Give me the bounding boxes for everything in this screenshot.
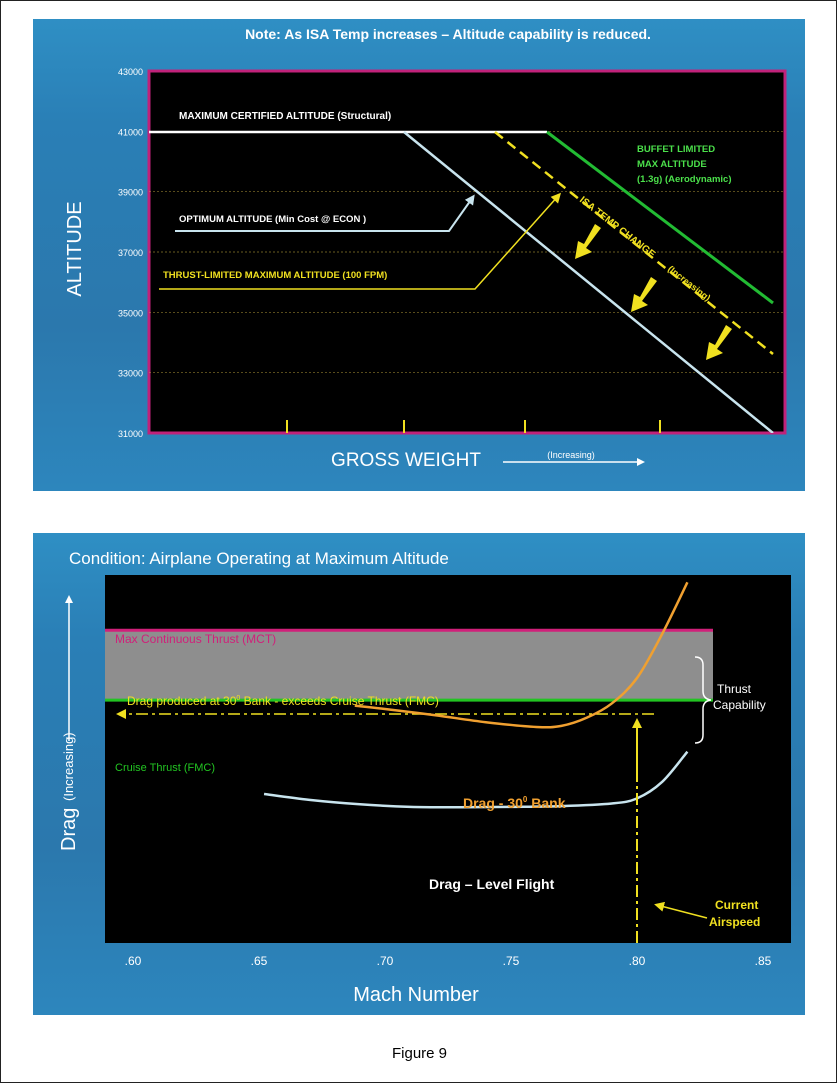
thrust-limited-pointer-arrow: [159, 192, 561, 290]
thrust-capability-label-2: Capability: [713, 698, 766, 712]
y-tick-label: 35000: [118, 308, 143, 318]
current-airspeed-label-1: Current: [715, 898, 758, 912]
cruise-thrust-label: Cruise Thrust (FMC): [115, 762, 215, 774]
yellow-arrow-icon: [631, 277, 657, 312]
x-tick-label: .85: [755, 954, 772, 968]
optimum-pointer-arrow: [175, 194, 475, 232]
optimum-label: OPTIMUM ALTITUDE (Min Cost @ ECON ): [179, 214, 366, 225]
bottom-x-ticks: .60 .65 .70 .75 .80 .85: [125, 954, 772, 968]
drag-bank-note: Drag produced at 300 Bank - exceeds Crui…: [127, 694, 439, 708]
yellow-arrow-icon: [706, 325, 732, 360]
top-chart-title: Note: As ISA Temp increases – Altitude c…: [245, 26, 651, 42]
current-airspeed-label-2: Airspeed: [709, 915, 760, 929]
gross-weight-increasing-label: (Increasing): [547, 450, 595, 460]
bottom-chart-title: Condition: Airplane Operating at Maximum…: [69, 549, 449, 568]
figure-caption: Figure 9: [391, 1045, 448, 1062]
drag-bank-note-b: Bank - exceeds Cruise Thrust (FMC): [240, 694, 439, 708]
drag-chart-panel: Condition: Airplane Operating at Maximum…: [33, 533, 805, 1015]
mct-label: Max Continuous Thrust (MCT): [115, 632, 276, 646]
altitude-axis-title: ALTITUDE: [64, 201, 86, 296]
isa-shift-arrows: [575, 224, 732, 360]
drag-bank-label-b: Bank: [527, 795, 565, 811]
drag-level-label: Drag – Level Flight: [429, 876, 555, 892]
y-tick-label: 43000: [118, 67, 143, 77]
thrust-capability-bracket: [694, 656, 712, 744]
y-tick-label: 39000: [118, 188, 143, 198]
thrust-limited-altitude-line: [494, 131, 774, 355]
x-tick-label: .65: [251, 954, 268, 968]
buffet-label-line-1: BUFFET LIMITED: [637, 144, 715, 155]
thrust-limited-label: THRUST-LIMITED MAXIMUM ALTITUDE (100 FPM…: [163, 270, 387, 281]
gross-weight-axis-title: GROSS WEIGHT: [331, 450, 481, 471]
top-y-ticks: 31000 33000 35000 37000 39000 41000 43000: [118, 67, 143, 439]
x-tick-label: .60: [125, 954, 142, 968]
drag-bank-note-degree: 0: [236, 695, 240, 702]
drag-bank-label: Drag - 300 Bank: [463, 795, 566, 811]
top-x-tick-marks: [286, 420, 661, 433]
x-tick-label: .75: [503, 954, 520, 968]
altitude-chart: Note: As ISA Temp increases – Altitude c…: [64, 26, 787, 471]
y-tick-label: 33000: [118, 369, 143, 379]
y-tick-label: 31000: [118, 429, 143, 439]
drag-level-flight-curve: [263, 750, 689, 809]
y-tick-label: 37000: [118, 248, 143, 258]
y-tick-label: 41000: [118, 127, 143, 137]
drag-bank-label-a: Drag - 30: [463, 795, 523, 811]
buffet-label-line-3: (1.3g) (Aerodynamic): [637, 174, 732, 185]
thrust-capability-label-1: Thrust: [717, 682, 752, 696]
yellow-arrow-icon: [575, 224, 601, 259]
max-certified-label: MAXIMUM CERTIFIED ALTITUDE (Structural): [179, 111, 391, 122]
mach-axis-title: Mach Number: [353, 984, 479, 1006]
altitude-chart-panel: Note: As ISA Temp increases – Altitude c…: [33, 19, 805, 491]
current-airspeed-pointer: [654, 901, 708, 919]
x-tick-label: .70: [377, 954, 394, 968]
drag-bank-note-a: Drag produced at 30: [127, 694, 237, 708]
drag-axis-subtitle: (Increasing): [61, 732, 76, 801]
drag-bank-label-degree: 0: [523, 795, 528, 804]
drag-chart: Condition: Airplane Operating at Maximum…: [58, 549, 791, 1006]
drag-axis-title: Drag: [58, 808, 80, 851]
drag-30-bank-curve: [354, 581, 689, 729]
buffet-label-line-2: MAX ALTITUDE: [637, 159, 707, 170]
drag-axis-title-group: Drag (Increasing): [58, 732, 80, 851]
x-tick-label: .80: [629, 954, 646, 968]
thrust-capability-band: [105, 630, 713, 701]
optimum-altitude-line: [403, 131, 774, 433]
buffet-limited-altitude-line: [546, 130, 774, 305]
